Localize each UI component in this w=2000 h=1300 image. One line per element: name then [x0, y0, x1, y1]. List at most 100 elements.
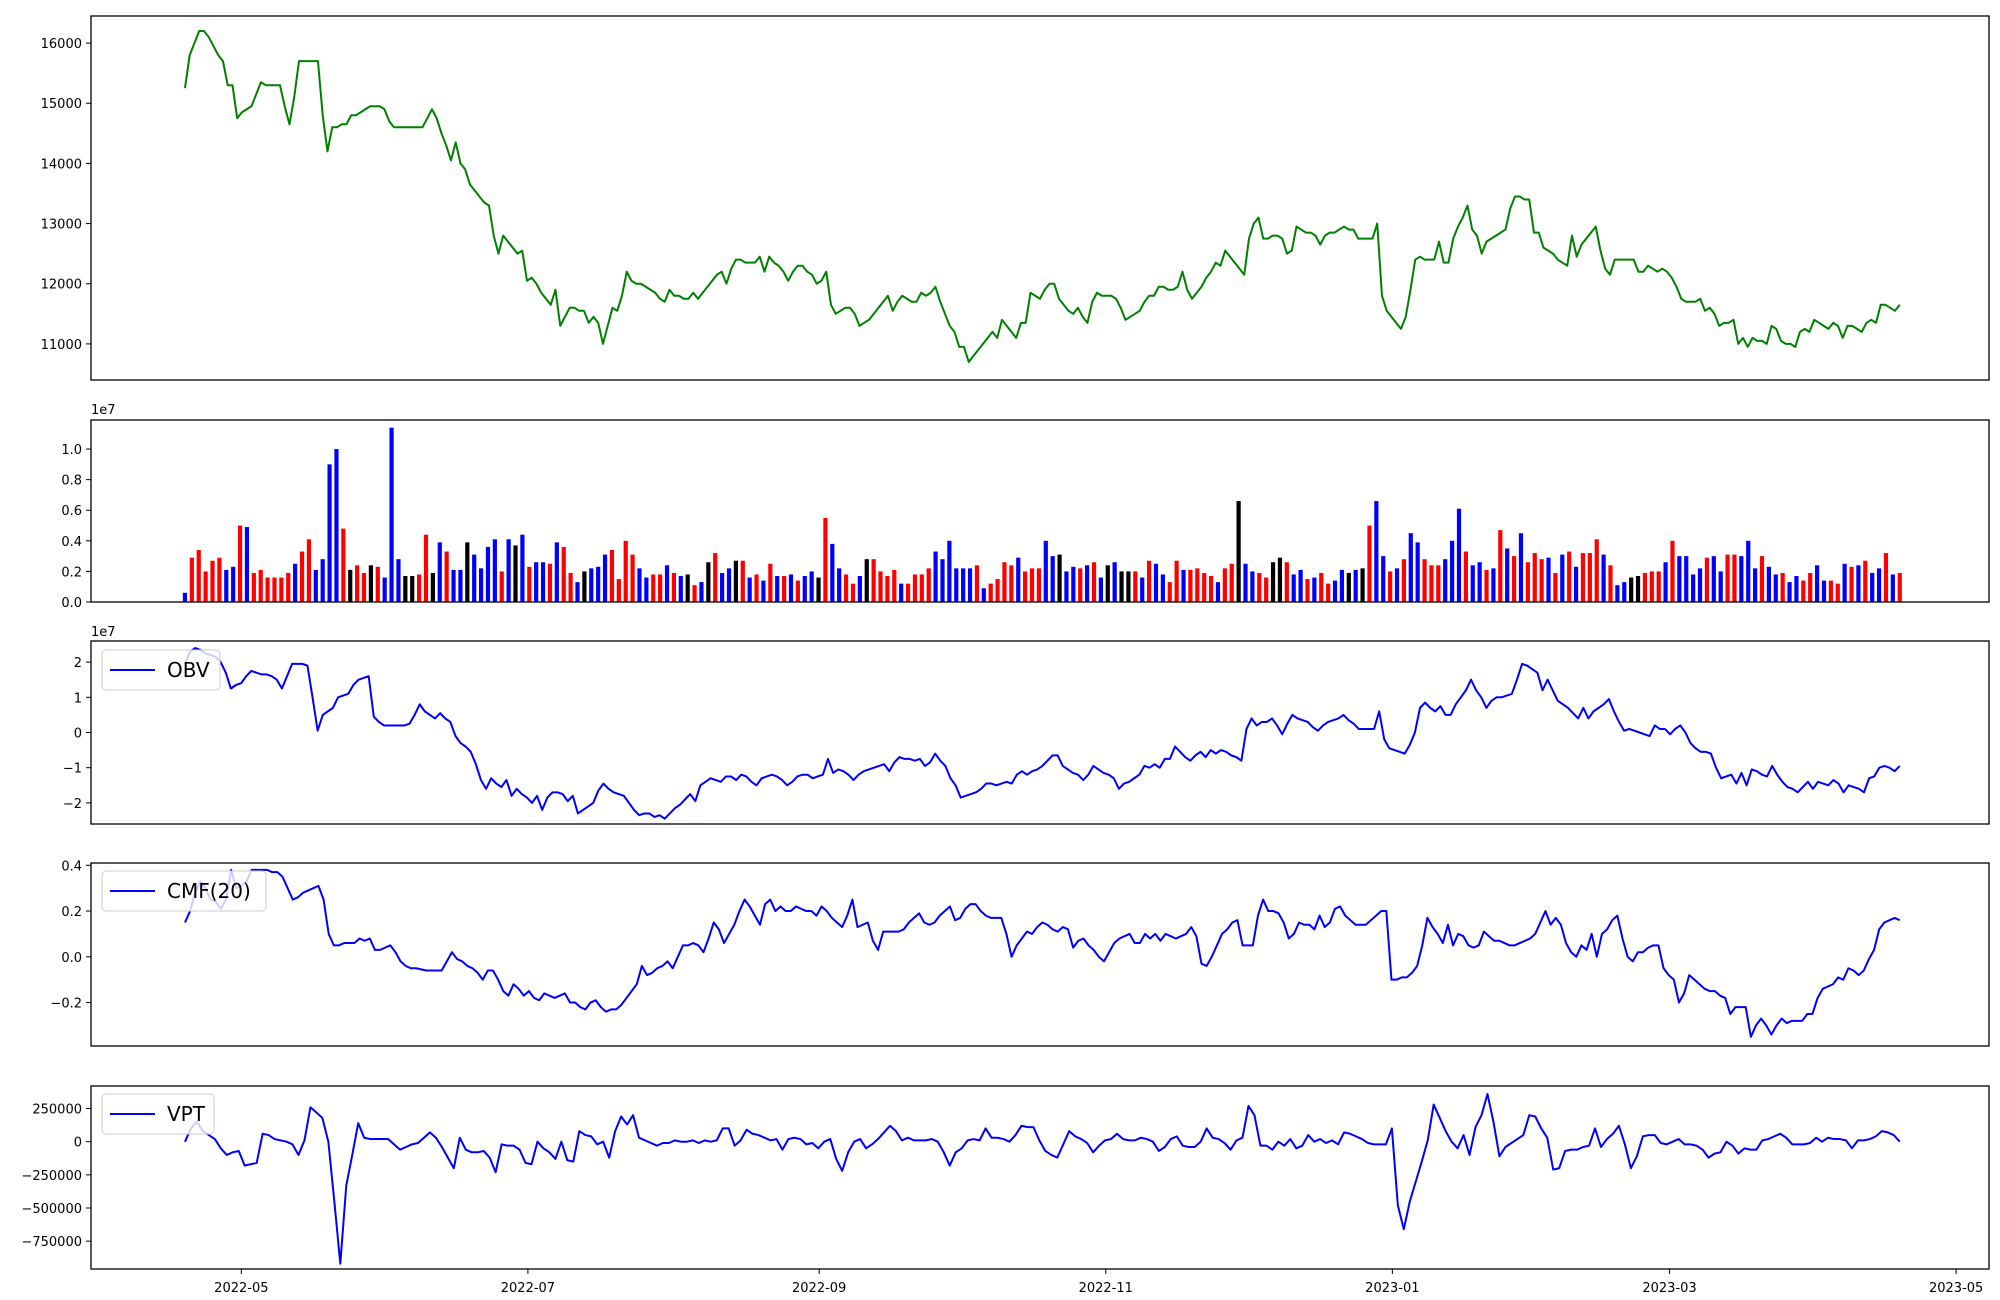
- volume-bar: [182, 592, 188, 602]
- volume-bar: [630, 554, 635, 602]
- volume-bar: [306, 539, 312, 602]
- volume-bar: [1422, 559, 1427, 602]
- volume-bar: [1312, 577, 1317, 602]
- volume-bar: [1677, 556, 1682, 602]
- obv-y-axis: −2 −1 0 1 2: [63, 656, 91, 812]
- price-panel-frame: [90, 15, 1990, 381]
- vpt-y-axis: −750000 −500000 −250000 0 250000: [21, 1103, 91, 1250]
- volume-bar: [1078, 568, 1083, 602]
- volume-bar: [1091, 562, 1097, 602]
- volume-bar: [1305, 579, 1310, 602]
- volume-bar: [1484, 569, 1489, 602]
- volume-bar: [389, 427, 394, 602]
- obv-y-tick-label: −1: [63, 762, 82, 777]
- volume-bar: [644, 577, 649, 602]
- volume-bar: [1594, 539, 1599, 602]
- volume-bar: [1133, 571, 1138, 602]
- volume-bar: [286, 572, 291, 602]
- volume-bar: [596, 566, 601, 602]
- volume-bar: [1126, 571, 1131, 602]
- volume-bar: [733, 560, 738, 602]
- price-line-layer: [183, 30, 1901, 363]
- volume-bar: [1808, 572, 1813, 602]
- volume-bar: [1105, 565, 1110, 602]
- volume-bar: [1463, 551, 1468, 602]
- volume-bar: [602, 554, 608, 602]
- shared-x-axis: 2022-05 2022-07 2022-09 2022-11 2023-01 2023-…: [214, 1269, 1983, 1296]
- volume-bar: [1429, 565, 1434, 602]
- volume-bar: [203, 571, 208, 602]
- volume-bar: [1167, 582, 1172, 602]
- volume-bar: [1153, 563, 1159, 602]
- price-series-line: [183, 30, 1901, 363]
- volume-bar: [444, 551, 449, 602]
- volume-bar: [775, 576, 780, 602]
- volume-y-axis: 0.0 0.2 0.4 0.6 0.8 1.0: [61, 443, 91, 611]
- volume-bar: [561, 546, 566, 602]
- volume-bar: [355, 565, 360, 602]
- volume-bar: [520, 534, 525, 602]
- volume-bar: [1842, 563, 1847, 602]
- volume-bar: [1381, 556, 1386, 602]
- x-tick-label: 2022-07: [501, 1281, 555, 1296]
- volume-bar: [899, 583, 904, 602]
- volume-bar: [1367, 525, 1372, 602]
- volume-bar: [1856, 565, 1861, 602]
- cmf-legend-label: CMF(20): [167, 879, 251, 903]
- volume-bar: [967, 568, 973, 602]
- volume-bar: [1532, 553, 1537, 602]
- volume-bar: [465, 542, 470, 602]
- volume-bar: [823, 517, 828, 602]
- volume-bar: [1753, 568, 1758, 602]
- obv-y-tick-label: −2: [63, 797, 82, 812]
- cmf-y-tick-label: 0.0: [61, 951, 82, 966]
- volume-bar: [272, 577, 277, 602]
- volume-bar: [761, 580, 766, 602]
- volume-bar: [768, 563, 773, 602]
- volume-bar: [1539, 559, 1544, 602]
- price-y-tick-label: 16000: [41, 37, 82, 52]
- volume-bar: [1622, 582, 1627, 602]
- volume-bar: [547, 563, 553, 602]
- volume-bar: [1208, 576, 1214, 602]
- volume-bar: [1718, 571, 1723, 602]
- volume-bar: [458, 569, 463, 602]
- vpt-legend-box: [101, 1093, 215, 1135]
- obv-y-tick-label: 2: [74, 656, 82, 671]
- volume-panel-frame: [90, 419, 1990, 603]
- obv-scale-label: 1e7: [91, 625, 116, 640]
- volume-bar: [430, 572, 435, 602]
- volume-bar: [279, 577, 284, 602]
- volume-bar: [396, 559, 401, 602]
- volume-bar: [1739, 556, 1744, 602]
- volume-bar: [341, 528, 346, 602]
- volume-bar: [320, 559, 325, 602]
- volume-bar: [1759, 556, 1765, 602]
- volume-bar: [217, 557, 222, 602]
- volume-bar: [857, 576, 862, 602]
- volume-bar: [1098, 577, 1103, 602]
- volume-bar: [609, 550, 615, 602]
- volume-bar: [1181, 569, 1186, 602]
- volume-y-tick-label: 0.6: [61, 504, 82, 519]
- volume-bar: [1415, 542, 1420, 602]
- vpt-legend-label: VPT: [167, 1102, 206, 1126]
- volume-bar: [368, 565, 373, 602]
- volume-bar: [1284, 562, 1289, 602]
- volume-bar: [1511, 556, 1517, 602]
- volume-bar: [1436, 565, 1441, 602]
- volume-bar: [1119, 571, 1124, 602]
- volume-bar: [1635, 576, 1641, 602]
- vpt-y-tick-label: 250000: [32, 1103, 82, 1118]
- volume-bar: [375, 566, 380, 602]
- volume-bar: [1546, 557, 1551, 602]
- volume-bar: [1456, 508, 1462, 602]
- price-y-tick-label: 14000: [41, 157, 82, 172]
- volume-y-tick-label: 1.0: [61, 443, 82, 458]
- volume-bar: [1229, 563, 1234, 602]
- volume-bar: [1071, 566, 1076, 602]
- vpt-y-tick-label: −250000: [21, 1169, 82, 1184]
- volume-bar: [224, 569, 229, 602]
- volume-bar: [265, 577, 270, 602]
- volume-bar: [692, 585, 697, 602]
